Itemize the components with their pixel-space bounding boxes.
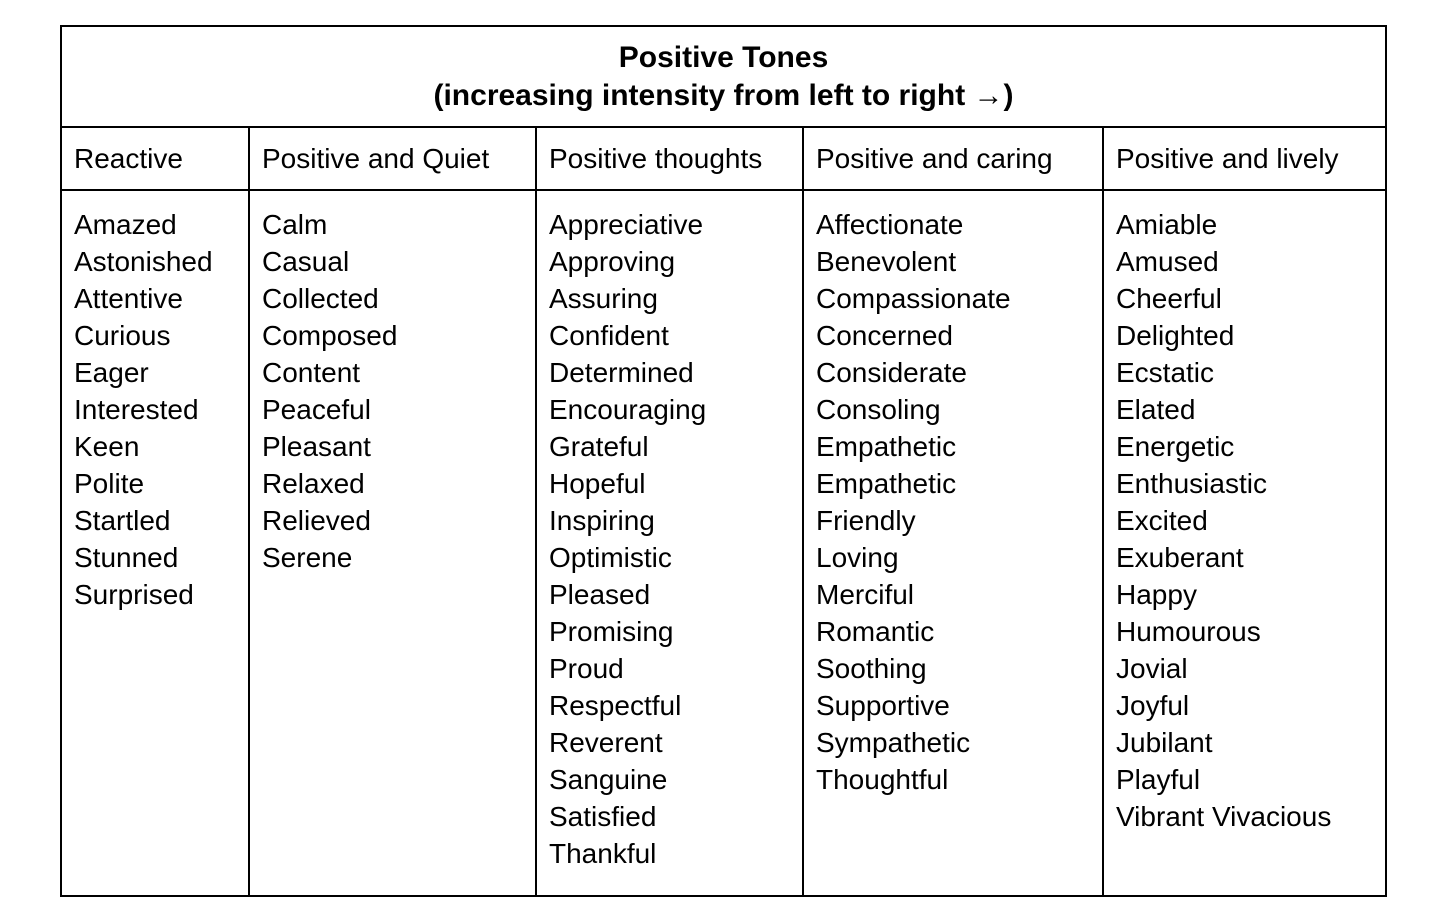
word-item: Joyful <box>1116 690 1190 721</box>
word-item: Loving <box>816 542 899 573</box>
body-row: Amazed Astonished Attentive Curious Eager Int… <box>60 189 1388 897</box>
table-title: Positive Tones <box>618 40 829 74</box>
word-list-positive-and-caring: Affectionate Benevolent Compassionate Conce… <box>802 189 1104 897</box>
word-item: Reverent <box>549 727 663 758</box>
word-item: Satisfied <box>549 801 657 832</box>
word-item: Optimistic <box>549 542 672 573</box>
word-item: Romantic <box>816 616 935 647</box>
word-item: Compassionate <box>816 283 1011 314</box>
word-item: Benevolent <box>816 246 957 277</box>
column-header-positive-thoughts: Positive thoughts <box>535 126 804 191</box>
word-item: Jovial <box>1116 653 1188 684</box>
word-item: Vibrant Vivacious <box>1116 801 1332 832</box>
word-item: Collected <box>262 283 379 314</box>
word-item: Eager <box>74 357 149 388</box>
word-item: Keen <box>74 431 140 462</box>
word-item: Curious <box>74 320 171 351</box>
word-item: Enthusiastic <box>1116 468 1267 499</box>
word-item: Interested <box>74 394 199 425</box>
word-item: Content <box>262 357 361 388</box>
word-item: Assuring <box>549 283 658 314</box>
table-title-cell: Positive Tones (increasing intensity fro… <box>59 25 1388 128</box>
word-item: Proud <box>549 653 624 684</box>
word-item: Sympathetic <box>816 727 971 758</box>
word-item: Calm <box>262 209 328 240</box>
word-item: Elated <box>1116 394 1196 425</box>
word-item: Exuberant <box>1116 542 1244 573</box>
word-item: Attentive <box>74 283 183 314</box>
table-subtitle: (increasing intensity from left to right… <box>433 78 1014 112</box>
word-list-positive-and-quiet: Calm Casual Collected Composed Content Peacef… <box>248 189 537 897</box>
word-item: Cheerful <box>1116 283 1222 314</box>
column-header-positive-and-quiet: Positive and Quiet <box>248 126 537 191</box>
column-header-reactive: Reactive <box>60 126 250 191</box>
word-item: Casual <box>262 246 350 277</box>
word-item: Merciful <box>816 579 915 610</box>
word-item: Excited <box>1116 505 1208 536</box>
word-item: Promising <box>549 616 674 647</box>
word-item: Delighted <box>1116 320 1235 351</box>
column-header-positive-and-caring: Positive and caring <box>802 126 1104 191</box>
word-item: Astonished <box>74 246 213 277</box>
word-list-positive-and-lively: Amiable Amused Cheerful Delighted Ecstatic El… <box>1101 189 1388 897</box>
word-item: Relaxed <box>262 468 365 499</box>
word-item: Sanguine <box>549 764 668 795</box>
word-item: Approving <box>549 246 676 277</box>
word-item: Amiable <box>1116 209 1218 240</box>
word-item: Relieved <box>262 505 371 536</box>
word-item: Empathetic <box>816 468 957 499</box>
word-item: Humourous <box>1116 616 1261 647</box>
title-row: Positive Tones (increasing intensity fro… <box>59 25 1388 128</box>
word-item: Thoughtful <box>816 764 949 795</box>
word-list-reactive: Amazed Astonished Attentive Curious Eager Int… <box>60 189 250 897</box>
word-item: Amazed <box>74 209 177 240</box>
word-item: Startled <box>74 505 171 536</box>
word-item: Stunned <box>74 542 179 573</box>
word-item: Pleased <box>549 579 651 610</box>
word-item: Thankful <box>549 838 657 869</box>
word-item: Considerate <box>816 357 967 388</box>
word-item: Friendly <box>816 505 916 536</box>
word-item: Affectionate <box>816 209 964 240</box>
word-item: Polite <box>74 468 145 499</box>
column-header-positive-and-lively: Positive and lively <box>1101 126 1388 191</box>
word-item: Respectful <box>549 690 682 721</box>
word-item: Appreciative <box>549 209 704 240</box>
word-item: Serene <box>262 542 353 573</box>
word-item: Consoling <box>816 394 941 425</box>
word-item: Hopeful <box>549 468 646 499</box>
word-list-positive-thoughts: Appreciative Approving Assuring Confident De… <box>535 189 804 897</box>
word-item: Jubilant <box>1116 727 1213 758</box>
word-item: Inspiring <box>549 505 655 536</box>
word-item: Supportive <box>816 690 950 721</box>
word-item: Peaceful <box>262 394 371 425</box>
word-item: Energetic <box>1116 431 1235 462</box>
word-item: Surprised <box>74 579 194 610</box>
word-item: Happy <box>1116 579 1197 610</box>
word-item: Concerned <box>816 320 953 351</box>
word-item: Empathetic <box>816 431 957 462</box>
word-item: Amused <box>1116 246 1219 277</box>
word-item: Playful <box>1116 764 1201 795</box>
word-item: Determined <box>549 357 694 388</box>
word-item: Soothing <box>816 653 927 684</box>
word-item: Composed <box>262 320 398 351</box>
header-row: Reactive Positive and Quiet Positive tho… <box>60 126 1388 191</box>
word-item: Encouraging <box>549 394 707 425</box>
word-item: Ecstatic <box>1116 357 1215 388</box>
word-item: Confident <box>549 320 669 351</box>
word-item: Pleasant <box>262 431 371 462</box>
word-item: Grateful <box>549 431 649 462</box>
positive-tones-table: Positive Tones (increasing intensity fro… <box>59 25 1388 897</box>
